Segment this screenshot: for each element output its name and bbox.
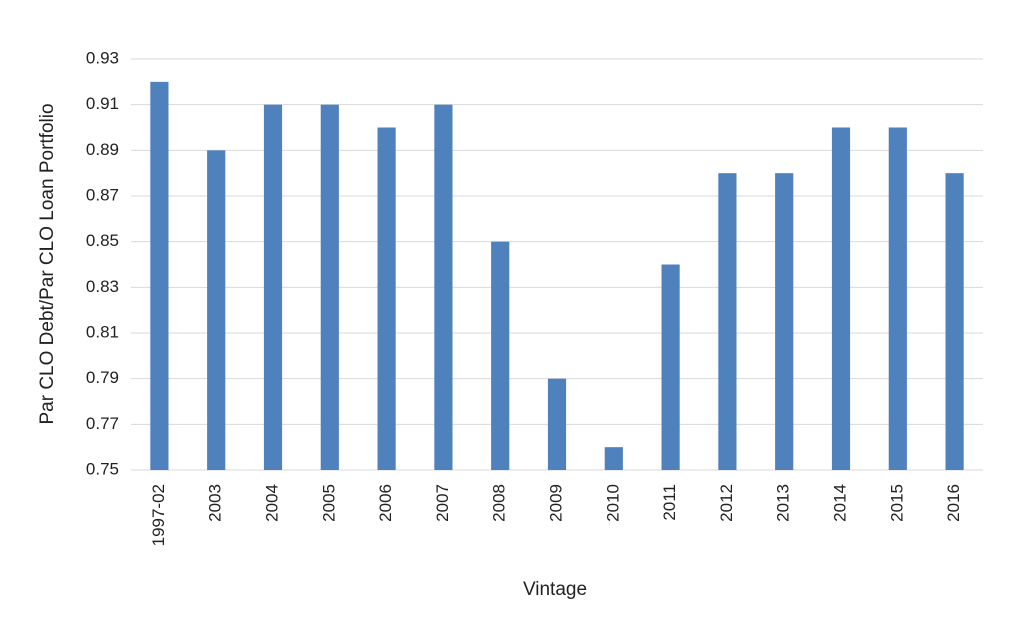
bar	[150, 81, 169, 470]
y-tick-label: 0.89	[86, 140, 119, 159]
bar	[661, 264, 680, 470]
bar	[831, 127, 851, 470]
x-tick-label: 2015	[887, 484, 906, 522]
bar	[491, 241, 510, 470]
y-tick-label: 0.91	[86, 94, 119, 113]
bar	[604, 447, 623, 470]
y-tick-label: 0.81	[86, 322, 119, 341]
x-tick-label: 2007	[433, 484, 452, 522]
bar	[888, 127, 907, 470]
x-tick-label: 1997-02	[149, 484, 168, 546]
x-tick-label: 2013	[774, 484, 793, 522]
bar	[263, 104, 283, 471]
x-tick-label: 2010	[603, 484, 622, 522]
bar	[547, 378, 567, 470]
bar	[718, 173, 737, 470]
x-tick-label: 2012	[717, 484, 736, 522]
x-tick-label: 2006	[376, 484, 395, 522]
y-tick-label: 0.79	[86, 368, 119, 387]
x-tick-label: 2011	[660, 484, 679, 521]
y-tick-label: 0.85	[86, 231, 119, 250]
x-tick-label: 2016	[944, 484, 963, 522]
x-tick-label: 2008	[490, 484, 509, 522]
x-tick-label: 2004	[262, 484, 281, 522]
x-tick-label: 2003	[206, 484, 225, 522]
bar	[320, 104, 339, 471]
bar	[207, 150, 226, 471]
y-axis-title: Par CLO Debt/Par CLO Loan Portfolio	[37, 103, 58, 424]
bar	[775, 173, 794, 470]
y-tick-label: 0.77	[86, 414, 119, 433]
bar	[434, 104, 453, 471]
y-tick-label: 0.75	[86, 459, 119, 478]
y-tick-label: 0.93	[86, 48, 119, 67]
x-axis-title: Vintage	[523, 579, 587, 600]
x-tick-label: 2005	[319, 484, 338, 522]
y-tick-label: 0.83	[86, 277, 119, 296]
y-tick-label: 0.87	[86, 185, 119, 204]
x-tick-label: 2009	[546, 484, 565, 522]
x-tick-label: 2014	[830, 484, 849, 522]
bar	[377, 127, 396, 470]
bar	[945, 173, 964, 470]
